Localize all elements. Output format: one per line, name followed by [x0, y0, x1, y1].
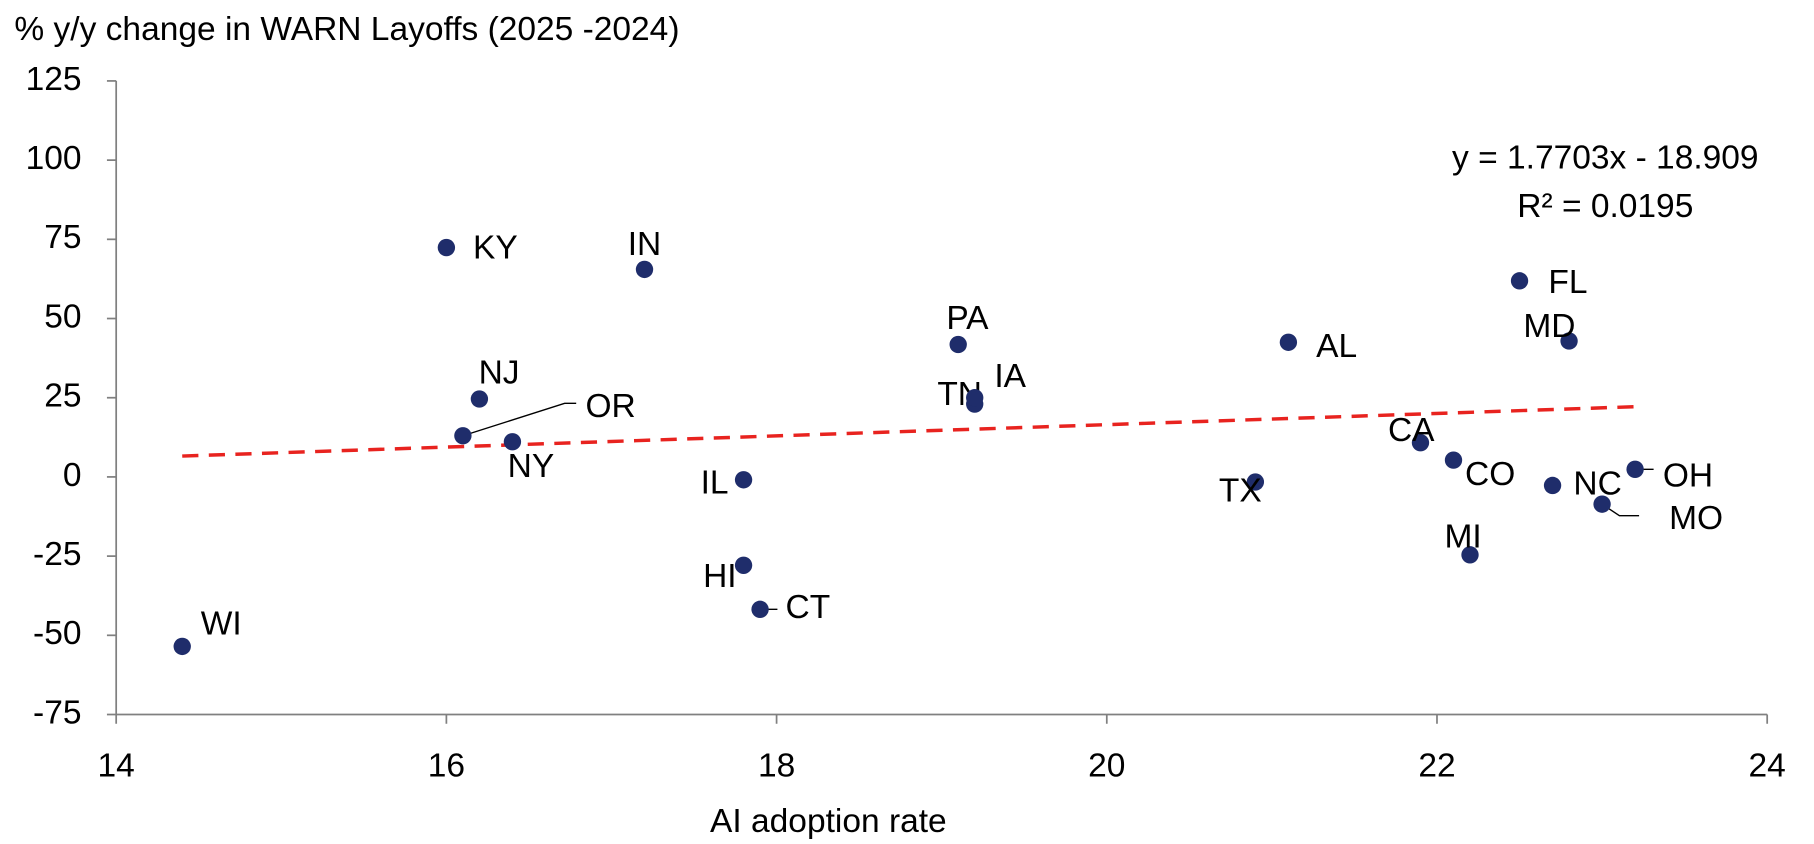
y-tick-label: 125	[26, 61, 82, 98]
point-label: NJ	[479, 355, 520, 392]
point-label: OR	[585, 388, 635, 425]
point	[1461, 546, 1479, 564]
point	[635, 260, 654, 279]
point-label: MO	[1669, 500, 1723, 537]
point	[1279, 333, 1298, 351]
point	[966, 389, 984, 407]
x-tick-label: 24	[1749, 748, 1786, 785]
trend-equation: y = 1.7703x - 18.909	[1452, 139, 1759, 176]
point-label: IN	[628, 226, 662, 263]
point	[751, 600, 769, 619]
point	[1543, 476, 1562, 495]
point-label: MD	[1523, 308, 1575, 345]
point-label: MI	[1444, 519, 1481, 556]
point	[734, 471, 753, 489]
point-label: HI	[703, 558, 737, 595]
point-label: CT	[786, 589, 831, 626]
point-label: AL	[1316, 328, 1357, 365]
y-tick-label: 75	[44, 219, 81, 256]
trendline	[182, 404, 1636, 458]
x-axis-label: AI adoption rate	[710, 803, 947, 840]
y-tick-label: 50	[44, 298, 81, 335]
chart-title: % y/y change in WARN Layoffs (2025 -2024…	[14, 11, 679, 48]
point	[949, 335, 967, 354]
point	[1560, 332, 1578, 350]
point	[470, 390, 489, 408]
point-label: IL	[701, 464, 729, 501]
point-label: KY	[473, 230, 518, 267]
point	[437, 238, 456, 257]
point	[503, 433, 522, 451]
point	[1593, 495, 1611, 513]
point-label: CO	[1465, 456, 1515, 493]
x-tick-label: 22	[1418, 748, 1455, 785]
x-tick-label: 14	[98, 748, 135, 785]
y-tick-label: -75	[33, 694, 81, 731]
point	[454, 427, 472, 445]
y-tick-label: 25	[44, 378, 81, 415]
point-label: CA	[1388, 412, 1435, 449]
x-tick-label: 20	[1088, 748, 1125, 785]
point-label: PA	[946, 300, 989, 337]
point	[1626, 460, 1644, 478]
leader-line	[462, 402, 577, 437]
y-tick-label: -25	[33, 536, 81, 573]
point	[1510, 272, 1529, 290]
point	[1411, 434, 1430, 452]
y-tick-label: -50	[33, 615, 81, 652]
point-label: FL	[1548, 264, 1587, 301]
point-label: OH	[1663, 457, 1713, 494]
point	[173, 637, 191, 656]
point	[1444, 451, 1463, 469]
y-tick-label: 100	[26, 140, 82, 177]
point-label: WI	[201, 605, 242, 642]
x-tick-label: 16	[428, 748, 465, 785]
point	[734, 556, 753, 574]
point-label: NC	[1573, 465, 1621, 502]
point-label: IA	[994, 358, 1026, 395]
y-tick-label: 0	[63, 457, 82, 494]
point	[1246, 473, 1265, 491]
point-label: TX	[1219, 472, 1262, 509]
x-tick-label: 18	[758, 748, 795, 785]
point-label: NY	[508, 448, 555, 485]
trend-r-squared: R² = 0.0195	[1517, 188, 1693, 225]
